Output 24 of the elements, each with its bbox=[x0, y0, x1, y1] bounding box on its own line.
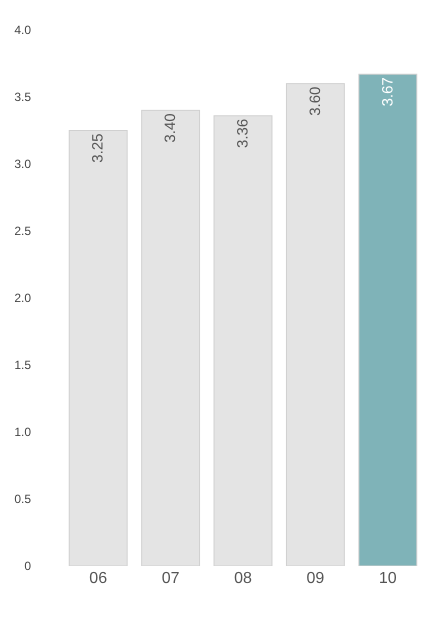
bar bbox=[214, 115, 272, 566]
y-tick-label: 3.0 bbox=[14, 157, 32, 172]
y-tick-label: 0.5 bbox=[14, 492, 32, 506]
bar bbox=[68, 130, 128, 566]
data-label: 3.67 bbox=[379, 77, 396, 106]
bar bbox=[141, 110, 200, 566]
y-tick-label: 0 bbox=[24, 559, 32, 574]
x-tick-label: 09 bbox=[306, 570, 324, 587]
y-tick-label: 4.0 bbox=[14, 23, 32, 38]
x-tick-label: 10 bbox=[378, 570, 397, 587]
data-label: 3.25 bbox=[90, 134, 107, 163]
data-label: 3.36 bbox=[234, 118, 252, 148]
y-tick-label: 1.0 bbox=[14, 425, 32, 440]
y-tick-label: 2.0 bbox=[14, 291, 32, 306]
bar bbox=[286, 83, 345, 566]
data-label: 3.60 bbox=[306, 86, 324, 116]
x-tick-label: 06 bbox=[89, 570, 108, 587]
bar bbox=[358, 74, 418, 566]
y-tick-label: 2.5 bbox=[14, 224, 32, 238]
x-tick-label: 07 bbox=[162, 570, 180, 587]
y-tick-label: 1.5 bbox=[14, 358, 32, 372]
x-tick-label: 08 bbox=[234, 570, 252, 587]
y-tick-label: 3.5 bbox=[14, 90, 32, 104]
data-label: 3.40 bbox=[162, 113, 180, 143]
